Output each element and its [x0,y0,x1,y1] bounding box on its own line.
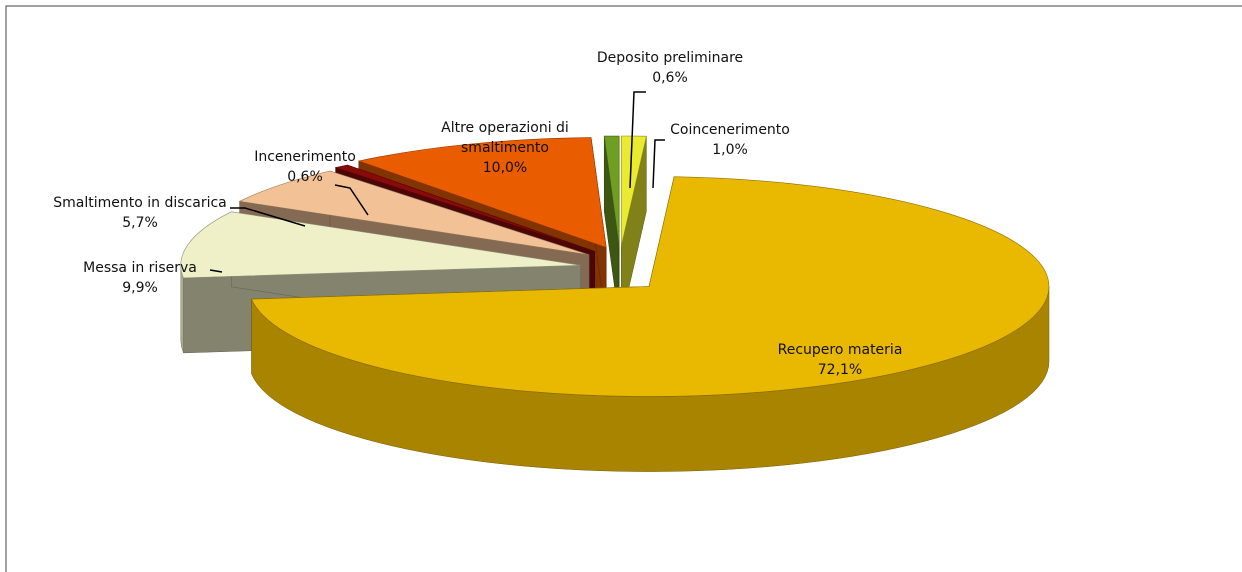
value-label: 72,1% [817,362,863,378]
slice [180,211,581,279]
slice-label: Messa in riserva 9,9% [83,258,197,298]
slice-label: Deposito preliminare 0,6% [597,48,743,88]
slice [251,176,1050,397]
slice [334,164,595,252]
slice-label: Coincenerimento 1,0% [670,120,790,160]
category-label: Deposito preliminare [596,50,744,66]
slice [357,137,607,248]
value-label: 9,9% [122,280,158,296]
slice-label: Smaltimento in discarica 5,7% [53,193,226,233]
frame [5,5,1242,572]
category-label: Recupero materia [777,342,903,358]
slice-label: Altre operazioni di smaltimento 10,0% [425,118,585,178]
value-label: 1,0% [712,142,748,158]
category-label: Messa in riserva [83,260,197,276]
category-label: Incenerimento [254,149,356,165]
slice [621,135,647,247]
category-label: Smaltimento in discarica [53,195,227,211]
leaders [209,91,665,273]
value-label: 0,6% [287,169,323,185]
pie [180,135,1050,472]
value-label: 5,7% [122,215,158,231]
value-label: 0,6% [652,70,688,86]
leader-line [230,207,306,227]
slice [603,135,620,247]
slice-label: Incenerimento 0,6% [254,147,356,187]
leader-line [334,184,369,216]
leader-line [652,139,665,189]
category-label: Coincenerimento [670,122,790,138]
slice-label: Recupero materia 72,1% [778,340,903,380]
slice [238,170,590,256]
category-label: Altre operazioni di smaltimento [441,120,569,156]
leader-line [629,91,646,189]
leader-line [209,269,223,273]
value-label: 10,0% [482,160,528,176]
